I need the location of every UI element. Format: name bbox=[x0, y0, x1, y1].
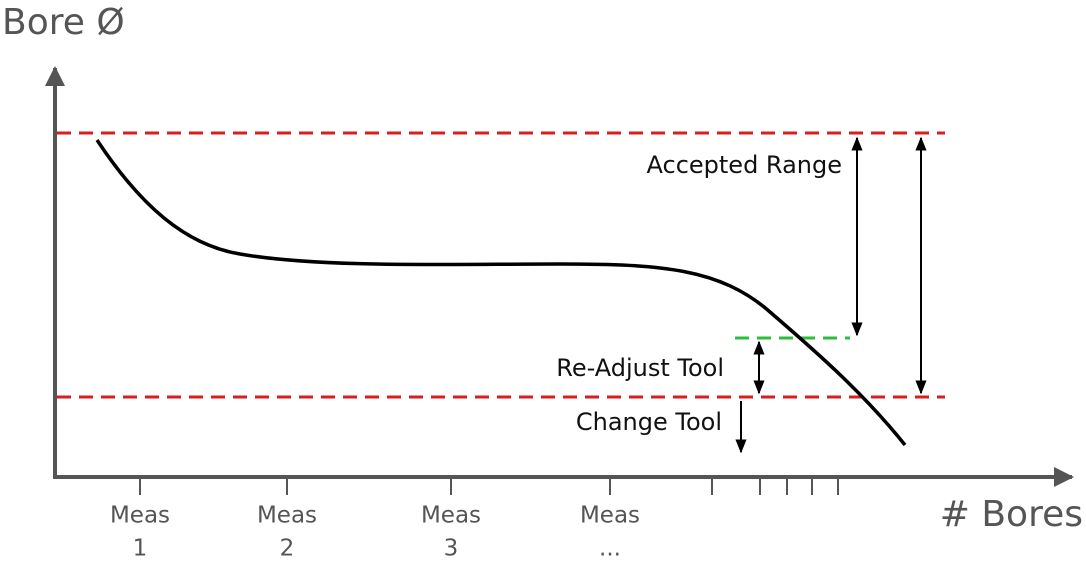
meas-label: Meas bbox=[421, 503, 481, 529]
meas-number: 2 bbox=[280, 536, 295, 562]
meas-label: Meas bbox=[110, 503, 170, 529]
ticks bbox=[139, 479, 839, 495]
x-axis-title: # Bores bbox=[940, 494, 1083, 535]
accepted-range-label: Accepted Range bbox=[647, 151, 843, 179]
meas-label: Meas bbox=[580, 503, 640, 529]
meas-number: ... bbox=[599, 536, 621, 562]
meas-number: 1 bbox=[133, 536, 148, 562]
meas-number: 3 bbox=[444, 536, 459, 562]
readjust-label: Re-Adjust Tool bbox=[556, 354, 724, 382]
meas-label: Meas bbox=[257, 503, 317, 529]
change-label: Change Tool bbox=[576, 408, 722, 436]
wear-curve bbox=[95, 139, 907, 447]
y-axis-title: Bore Ø bbox=[2, 2, 125, 43]
